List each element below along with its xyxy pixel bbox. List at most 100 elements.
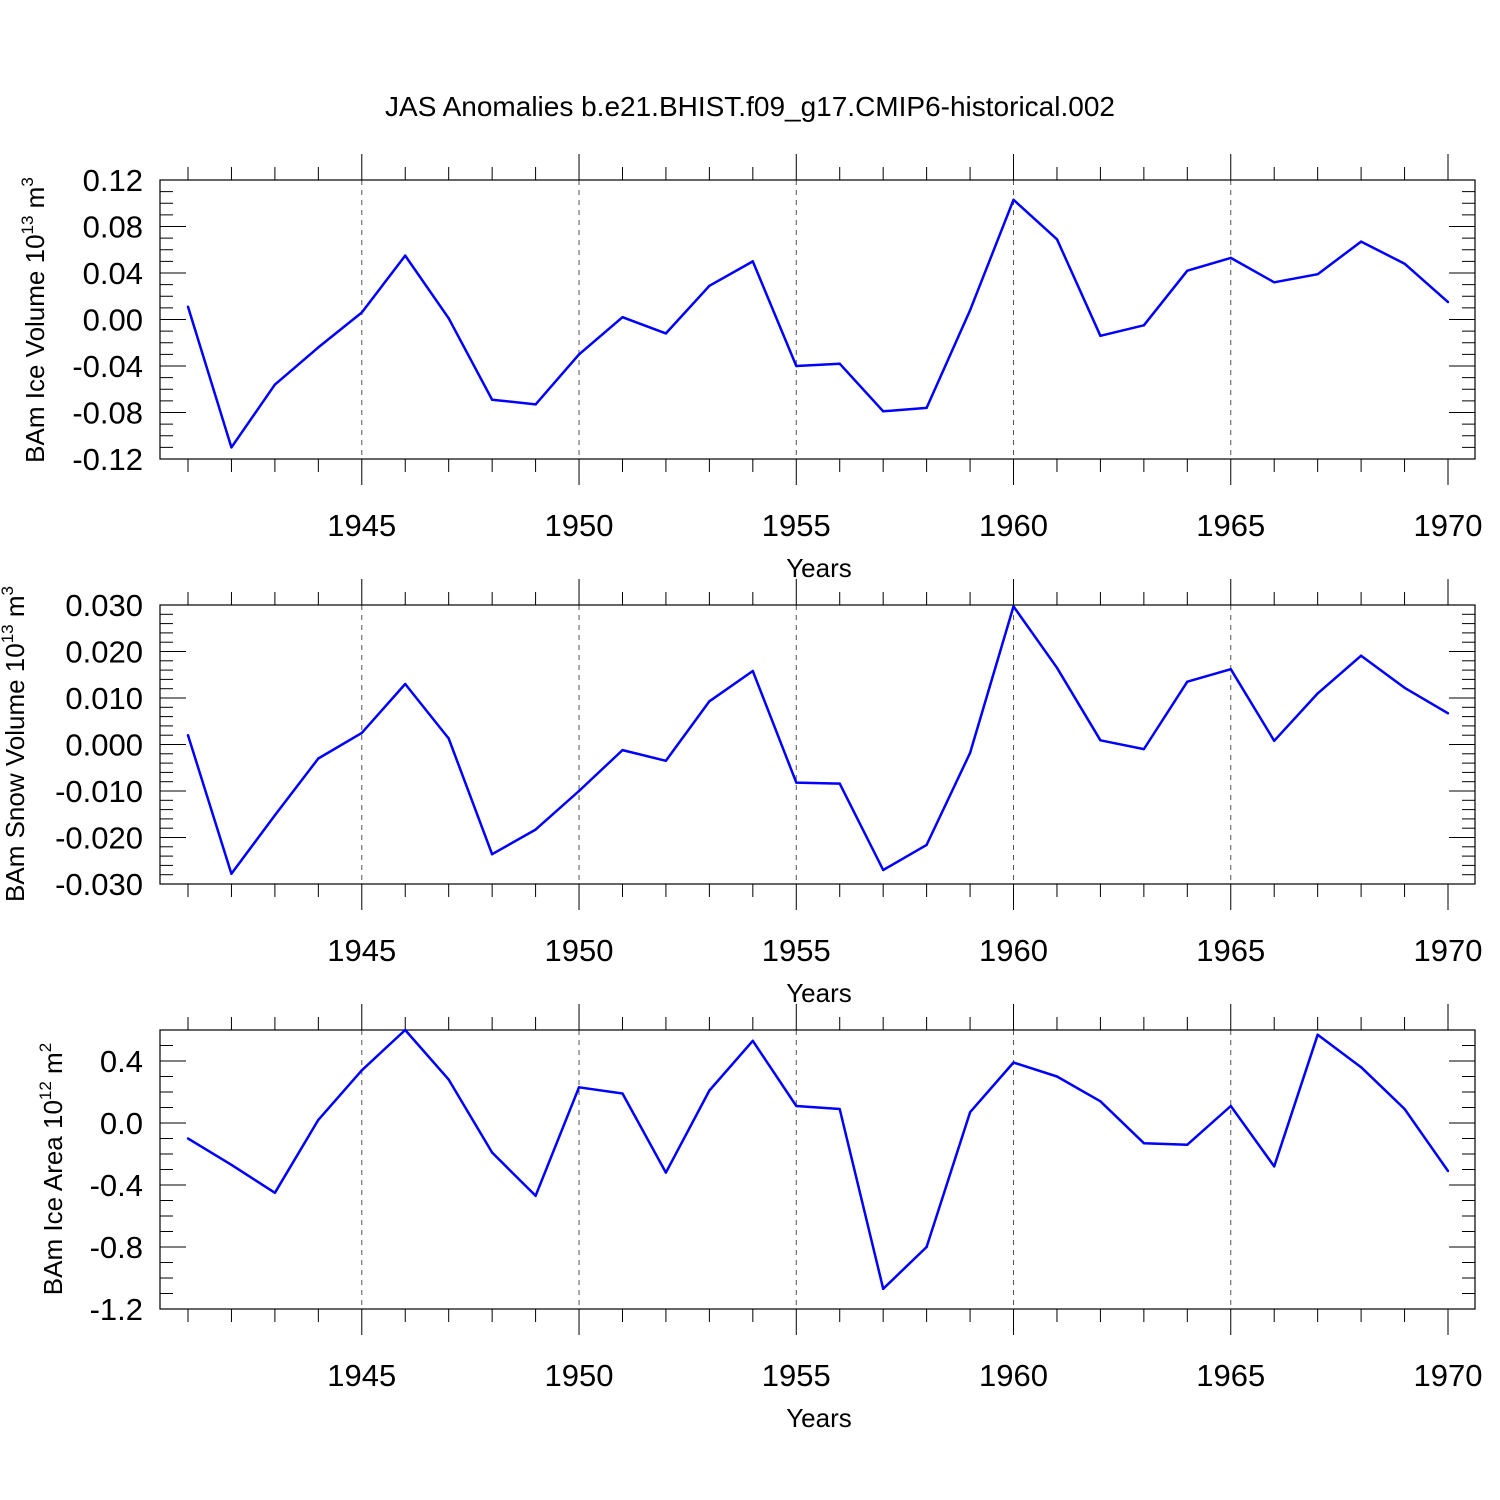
x-tick-label: 1960 <box>979 1358 1048 1393</box>
data-point <box>534 403 537 406</box>
data-point <box>751 1039 755 1043</box>
data-point <box>881 868 885 872</box>
data-point <box>1403 1107 1406 1111</box>
data-point <box>795 1104 798 1108</box>
data-point <box>447 737 450 740</box>
data-point <box>1012 605 1015 608</box>
y-axis-label-unit: m <box>0 595 30 624</box>
data-point <box>490 1151 494 1154</box>
data-point <box>1229 256 1232 260</box>
data-point <box>621 1092 624 1095</box>
x-tick-label: 1970 <box>1414 1358 1483 1393</box>
y-tick-label: -0.04 <box>72 349 143 384</box>
data-point <box>664 332 668 335</box>
x-tick-label: 1945 <box>327 1358 396 1393</box>
data-point <box>186 1137 190 1140</box>
data-point <box>968 1110 972 1114</box>
data-point <box>1273 739 1276 742</box>
data-point <box>968 309 972 312</box>
data-point <box>360 731 363 735</box>
data-point <box>1099 739 1102 742</box>
x-tick-label: 1955 <box>762 508 831 543</box>
data-point <box>795 364 798 368</box>
x-axis-label: Years <box>786 1403 852 1433</box>
y-tick-label: 0.0 <box>100 1106 143 1141</box>
x-tick-label: 1945 <box>327 933 396 968</box>
data-point <box>925 406 928 410</box>
data-point <box>273 813 277 817</box>
x-tick-label: 1955 <box>762 933 831 968</box>
data-point <box>317 757 320 760</box>
data-point <box>1273 281 1276 284</box>
data-point <box>1055 238 1059 241</box>
data-point <box>1446 1169 1450 1173</box>
y-tick-label: 0.04 <box>83 256 143 291</box>
data-point <box>1316 1033 1319 1036</box>
x-axis-label: Years <box>786 553 852 583</box>
y-tick-label: -0.8 <box>90 1230 143 1265</box>
data-point <box>1012 1061 1015 1064</box>
series-line <box>186 198 1449 449</box>
x-tick-label: 1965 <box>1196 508 1265 543</box>
data-point <box>317 346 320 349</box>
data-point <box>1099 1100 1102 1103</box>
data-point <box>1186 1143 1189 1146</box>
data-point <box>664 759 668 762</box>
chart-panel-2: 1945 1950 1955 1960 1965 1970 Years -0.030 -0.02… <box>0 579 1482 1008</box>
x-tick-label: 1965 <box>1196 933 1265 968</box>
data-point <box>230 446 233 449</box>
data-point <box>1403 262 1406 265</box>
x-tick-label: 1960 <box>979 508 1048 543</box>
data-point <box>404 1028 407 1032</box>
chart-panel-1: 1945 1950 1955 1960 1965 1970 Years -0.12 -0.08 -… <box>18 154 1482 583</box>
data-point <box>404 682 407 686</box>
data-point <box>1055 1075 1059 1078</box>
x-axis-label: Years <box>786 978 852 1008</box>
data-point <box>1055 666 1059 669</box>
y-axis-label-unit: m <box>38 1052 68 1081</box>
data-point <box>1229 667 1232 671</box>
x-tick-label: 1955 <box>762 1358 831 1393</box>
data-point <box>404 254 407 257</box>
y-axis-label-unit-exponent: 3 <box>18 177 37 186</box>
chart-panel-3: 1945 1950 1955 1960 1965 1970 Years -1.2 -0.8 -0.… <box>36 1004 1482 1433</box>
data-point <box>577 353 581 356</box>
data-point <box>1316 692 1319 695</box>
y-tick-label: 0.020 <box>65 635 143 670</box>
y-axis-label-exponent: 12 <box>36 1081 55 1100</box>
data-point <box>1186 680 1189 683</box>
data-point <box>230 872 233 875</box>
data-point <box>838 1107 841 1111</box>
x-tick-label: 1960 <box>979 933 1048 968</box>
y-tick-label: 0.08 <box>83 210 143 245</box>
panels-container: 1945 1950 1955 1960 1965 1970 Years -0.12 -0.08 -… <box>0 154 1482 1433</box>
data-point <box>577 1086 581 1089</box>
x-tick-label: 1945 <box>327 508 396 543</box>
data-point <box>1359 1066 1363 1069</box>
series-line <box>186 605 1449 876</box>
data-point <box>490 398 494 401</box>
data-point <box>577 789 581 793</box>
y-tick-label: 0.00 <box>83 303 143 338</box>
x-tick-label: 1970 <box>1414 508 1483 543</box>
y-tick-label: -0.12 <box>72 442 143 477</box>
data-point <box>708 700 711 703</box>
figure-title: JAS Anomalies b.e21.BHIST.f09_g17.CMIP6-… <box>385 91 1115 122</box>
y-tick-label: -0.030 <box>55 867 143 902</box>
data-point <box>447 1078 450 1081</box>
y-tick-label: 0.000 <box>65 728 143 763</box>
y-tick-label: -0.020 <box>55 821 143 856</box>
data-point <box>534 828 537 831</box>
data-point <box>1142 324 1146 327</box>
y-axis-label-unit: m <box>20 187 50 216</box>
data-point <box>621 315 624 319</box>
data-point <box>1186 269 1189 272</box>
y-tick-label: 0.010 <box>65 681 143 716</box>
y-axis-label: BAm Snow Volume 1013 m3 <box>0 586 30 902</box>
data-point <box>838 782 841 785</box>
x-tick-label: 1965 <box>1196 1358 1265 1393</box>
data-point <box>1359 654 1363 657</box>
y-axis-label-unit-exponent: 2 <box>36 1043 55 1052</box>
data-point <box>664 1171 668 1174</box>
